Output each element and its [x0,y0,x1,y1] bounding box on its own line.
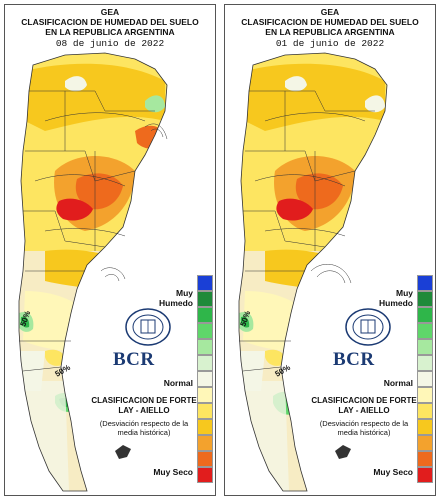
legend-swatch [197,307,213,323]
legend-normal-label: Normal [163,378,193,388]
color-scale [417,275,433,483]
legend-normal-label: Normal [383,378,413,388]
legend-swatch [197,323,213,339]
legend-swatch [417,275,433,291]
org-label: GEA [320,7,340,17]
legend-swatch [197,419,213,435]
legend-swatch [417,355,433,371]
legend-swatch [197,371,213,387]
legend-swatch [417,307,433,323]
map-date: 01 de junio de 2022 [275,38,385,49]
map-panel-left: GEA CLASIFICACION DE HUMEDAD DEL SUELO E… [4,4,216,496]
title-line-1: CLASIFICACION DE HUMEDAD DEL SUELO [21,17,199,27]
legend-swatch [417,435,433,451]
legend-subtitle: (Desviación respecto de la media históri… [99,419,189,437]
legend-subtitle: (Desviación respecto de la media históri… [319,419,409,437]
soil-moisture-map: 50% 50% [238,52,388,492]
bcr-seal-icon [125,308,171,346]
legend-dry-label: Muy Seco [153,467,193,477]
legend-title: CLASIFICACION DE FORTE LAY - AIELLO [91,396,197,415]
legend-swatch [197,403,213,419]
legend-swatch [417,419,433,435]
soil-moisture-map: 50% 50% [18,52,168,492]
legend-swatch [417,339,433,355]
legend-wet-label: Muy Humedo [379,288,413,308]
legend-dry-label: Muy Seco [373,467,413,477]
title-line-2: EN LA REPUBLICA ARGENTINA [265,27,395,37]
legend-swatch [417,387,433,403]
bcr-brand: BCR [113,349,155,370]
legend-swatch [197,387,213,403]
legend-swatch [197,435,213,451]
legend-swatch [417,323,433,339]
legend-swatch [197,339,213,355]
legend-wet-label: Muy Humedo [159,288,193,308]
bcr-seal-icon [345,308,391,346]
legend-swatch [197,355,213,371]
legend-swatch [197,275,213,291]
org-label: GEA [100,7,120,17]
map-panel-right: GEA CLASIFICACION DE HUMEDAD DEL SUELO E… [224,4,436,496]
legend-swatch [417,403,433,419]
legend-title: CLASIFICACION DE FORTE LAY - AIELLO [311,396,417,415]
legend-swatch [417,371,433,387]
title-line-1: CLASIFICACION DE HUMEDAD DEL SUELO [241,17,419,27]
legend-swatch [417,451,433,467]
panel-header: GEA CLASIFICACION DE HUMEDAD DEL SUELO E… [5,7,215,49]
title-line-2: EN LA REPUBLICA ARGENTINA [45,27,175,37]
bcr-brand: BCR [333,349,375,370]
legend-swatch [417,291,433,307]
map-date: 08 de junio de 2022 [55,38,165,49]
panel-header: GEA CLASIFICACION DE HUMEDAD DEL SUELO E… [225,7,435,49]
legend-swatch [417,467,433,483]
legend-swatch [197,451,213,467]
legend-swatch [197,467,213,483]
color-scale [197,275,213,483]
legend-swatch [197,291,213,307]
